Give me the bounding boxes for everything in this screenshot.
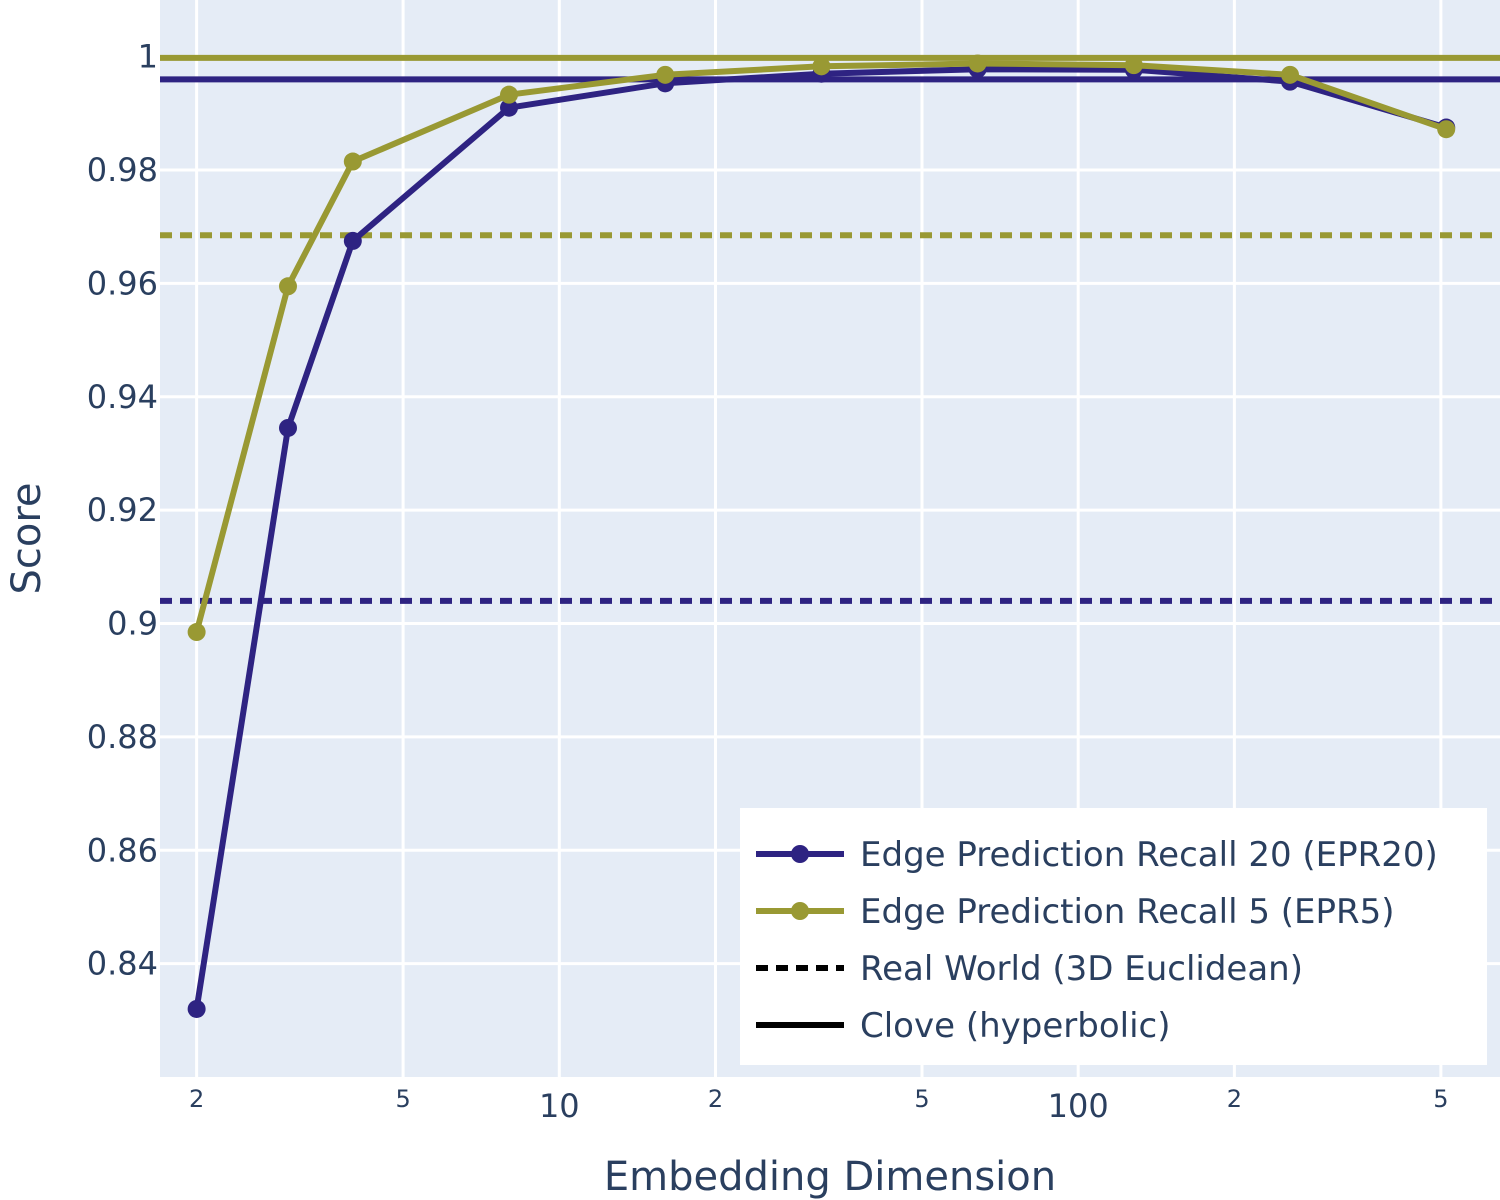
x-axis-ticks: 10 100 2 5 2 5 2 5 [189,1085,1449,1125]
data-point [343,152,362,171]
series-line [193,66,1448,1010]
y-tick-label: 0.84 [87,945,158,983]
data-point [278,277,297,296]
x-minor-tick-label: 2 [189,1085,204,1113]
x-axis-title: Embedding Dimension [604,1154,1056,1200]
data-point [968,54,987,73]
x-minor-tick-label: 5 [914,1085,929,1113]
y-axis-ticks: 0.84 0.86 0.88 0.9 0.92 0.94 0.96 0.98 1 [87,38,158,983]
y-tick-label: 0.9 [107,605,158,643]
x-minor-tick-label: 2 [1227,1085,1242,1113]
data-point [1281,65,1300,84]
legend-marker [791,845,809,863]
data-point [500,85,519,104]
legend-label: Edge Prediction Recall 5 (EPR5) [860,892,1395,932]
legend-label: Clove (hyperbolic) [860,1006,1170,1046]
series-line [193,60,1448,633]
y-tick-label: 0.86 [87,831,158,869]
y-tick-label: 0.94 [87,378,158,416]
data-point [500,98,519,117]
data-point [812,57,831,76]
series-2 [187,54,1456,642]
x-tick-label: 10 [539,1087,580,1125]
y-tick-label: 1 [138,38,158,76]
data-point [187,623,206,642]
data-point [187,999,206,1018]
data-point [1124,56,1143,75]
data-point [278,418,297,437]
y-tick-label: 0.98 [87,151,158,189]
legend-item: Edge Prediction Recall 5 (EPR5) [756,892,1395,932]
y-axis-title: Score [4,482,50,594]
legend-item: Real World (3D Euclidean) [756,949,1303,989]
legend-item: Edge Prediction Recall 20 (EPR20) [756,835,1438,875]
legend-label: Edge Prediction Recall 20 (EPR20) [860,835,1438,875]
legend-item: Clove (hyperbolic) [756,1006,1170,1046]
x-minor-tick-label: 5 [395,1085,410,1113]
legend: Edge Prediction Recall 20 (EPR20) Edge Pr… [740,808,1487,1065]
data-point [1437,120,1456,139]
data-point [656,65,675,84]
x-tick-label: 100 [1048,1087,1109,1125]
y-tick-label: 0.96 [87,264,158,302]
legend-marker [791,902,809,920]
y-tick-label: 0.88 [87,718,158,756]
y-tick-label: 0.92 [87,491,158,529]
legend-box [740,808,1487,1065]
x-minor-tick-label: 5 [1433,1085,1448,1113]
legend-label: Real World (3D Euclidean) [860,949,1303,989]
x-minor-tick-label: 2 [708,1085,723,1113]
data-point [343,231,362,250]
data-series [187,54,1456,1018]
